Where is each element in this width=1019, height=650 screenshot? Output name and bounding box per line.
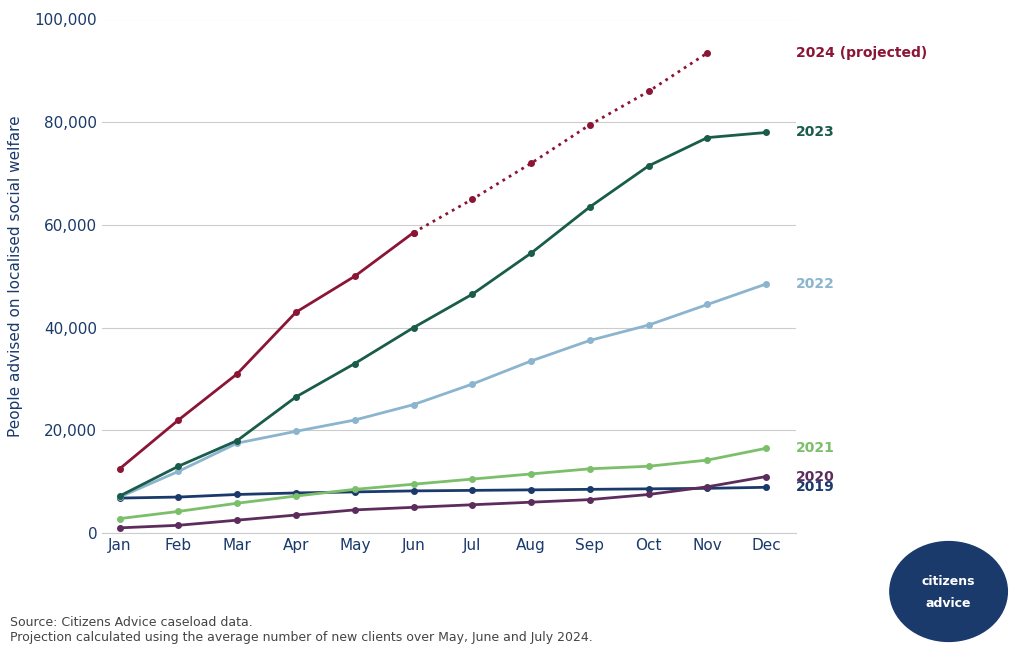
Text: 2020: 2020 bbox=[795, 469, 834, 484]
Circle shape bbox=[889, 541, 1007, 642]
Text: 2022: 2022 bbox=[795, 277, 834, 291]
Text: 2023: 2023 bbox=[795, 125, 834, 140]
Text: 2024 (projected): 2024 (projected) bbox=[795, 46, 926, 60]
Text: citizens: citizens bbox=[921, 575, 974, 588]
Text: 2019: 2019 bbox=[795, 480, 834, 494]
Text: 2021: 2021 bbox=[795, 441, 834, 455]
Text: advice: advice bbox=[925, 597, 970, 610]
Text: Source: Citizens Advice caseload data.
Projection calculated using the average n: Source: Citizens Advice caseload data. P… bbox=[10, 616, 592, 644]
Y-axis label: People advised on localised social welfare: People advised on localised social welfa… bbox=[8, 116, 23, 437]
